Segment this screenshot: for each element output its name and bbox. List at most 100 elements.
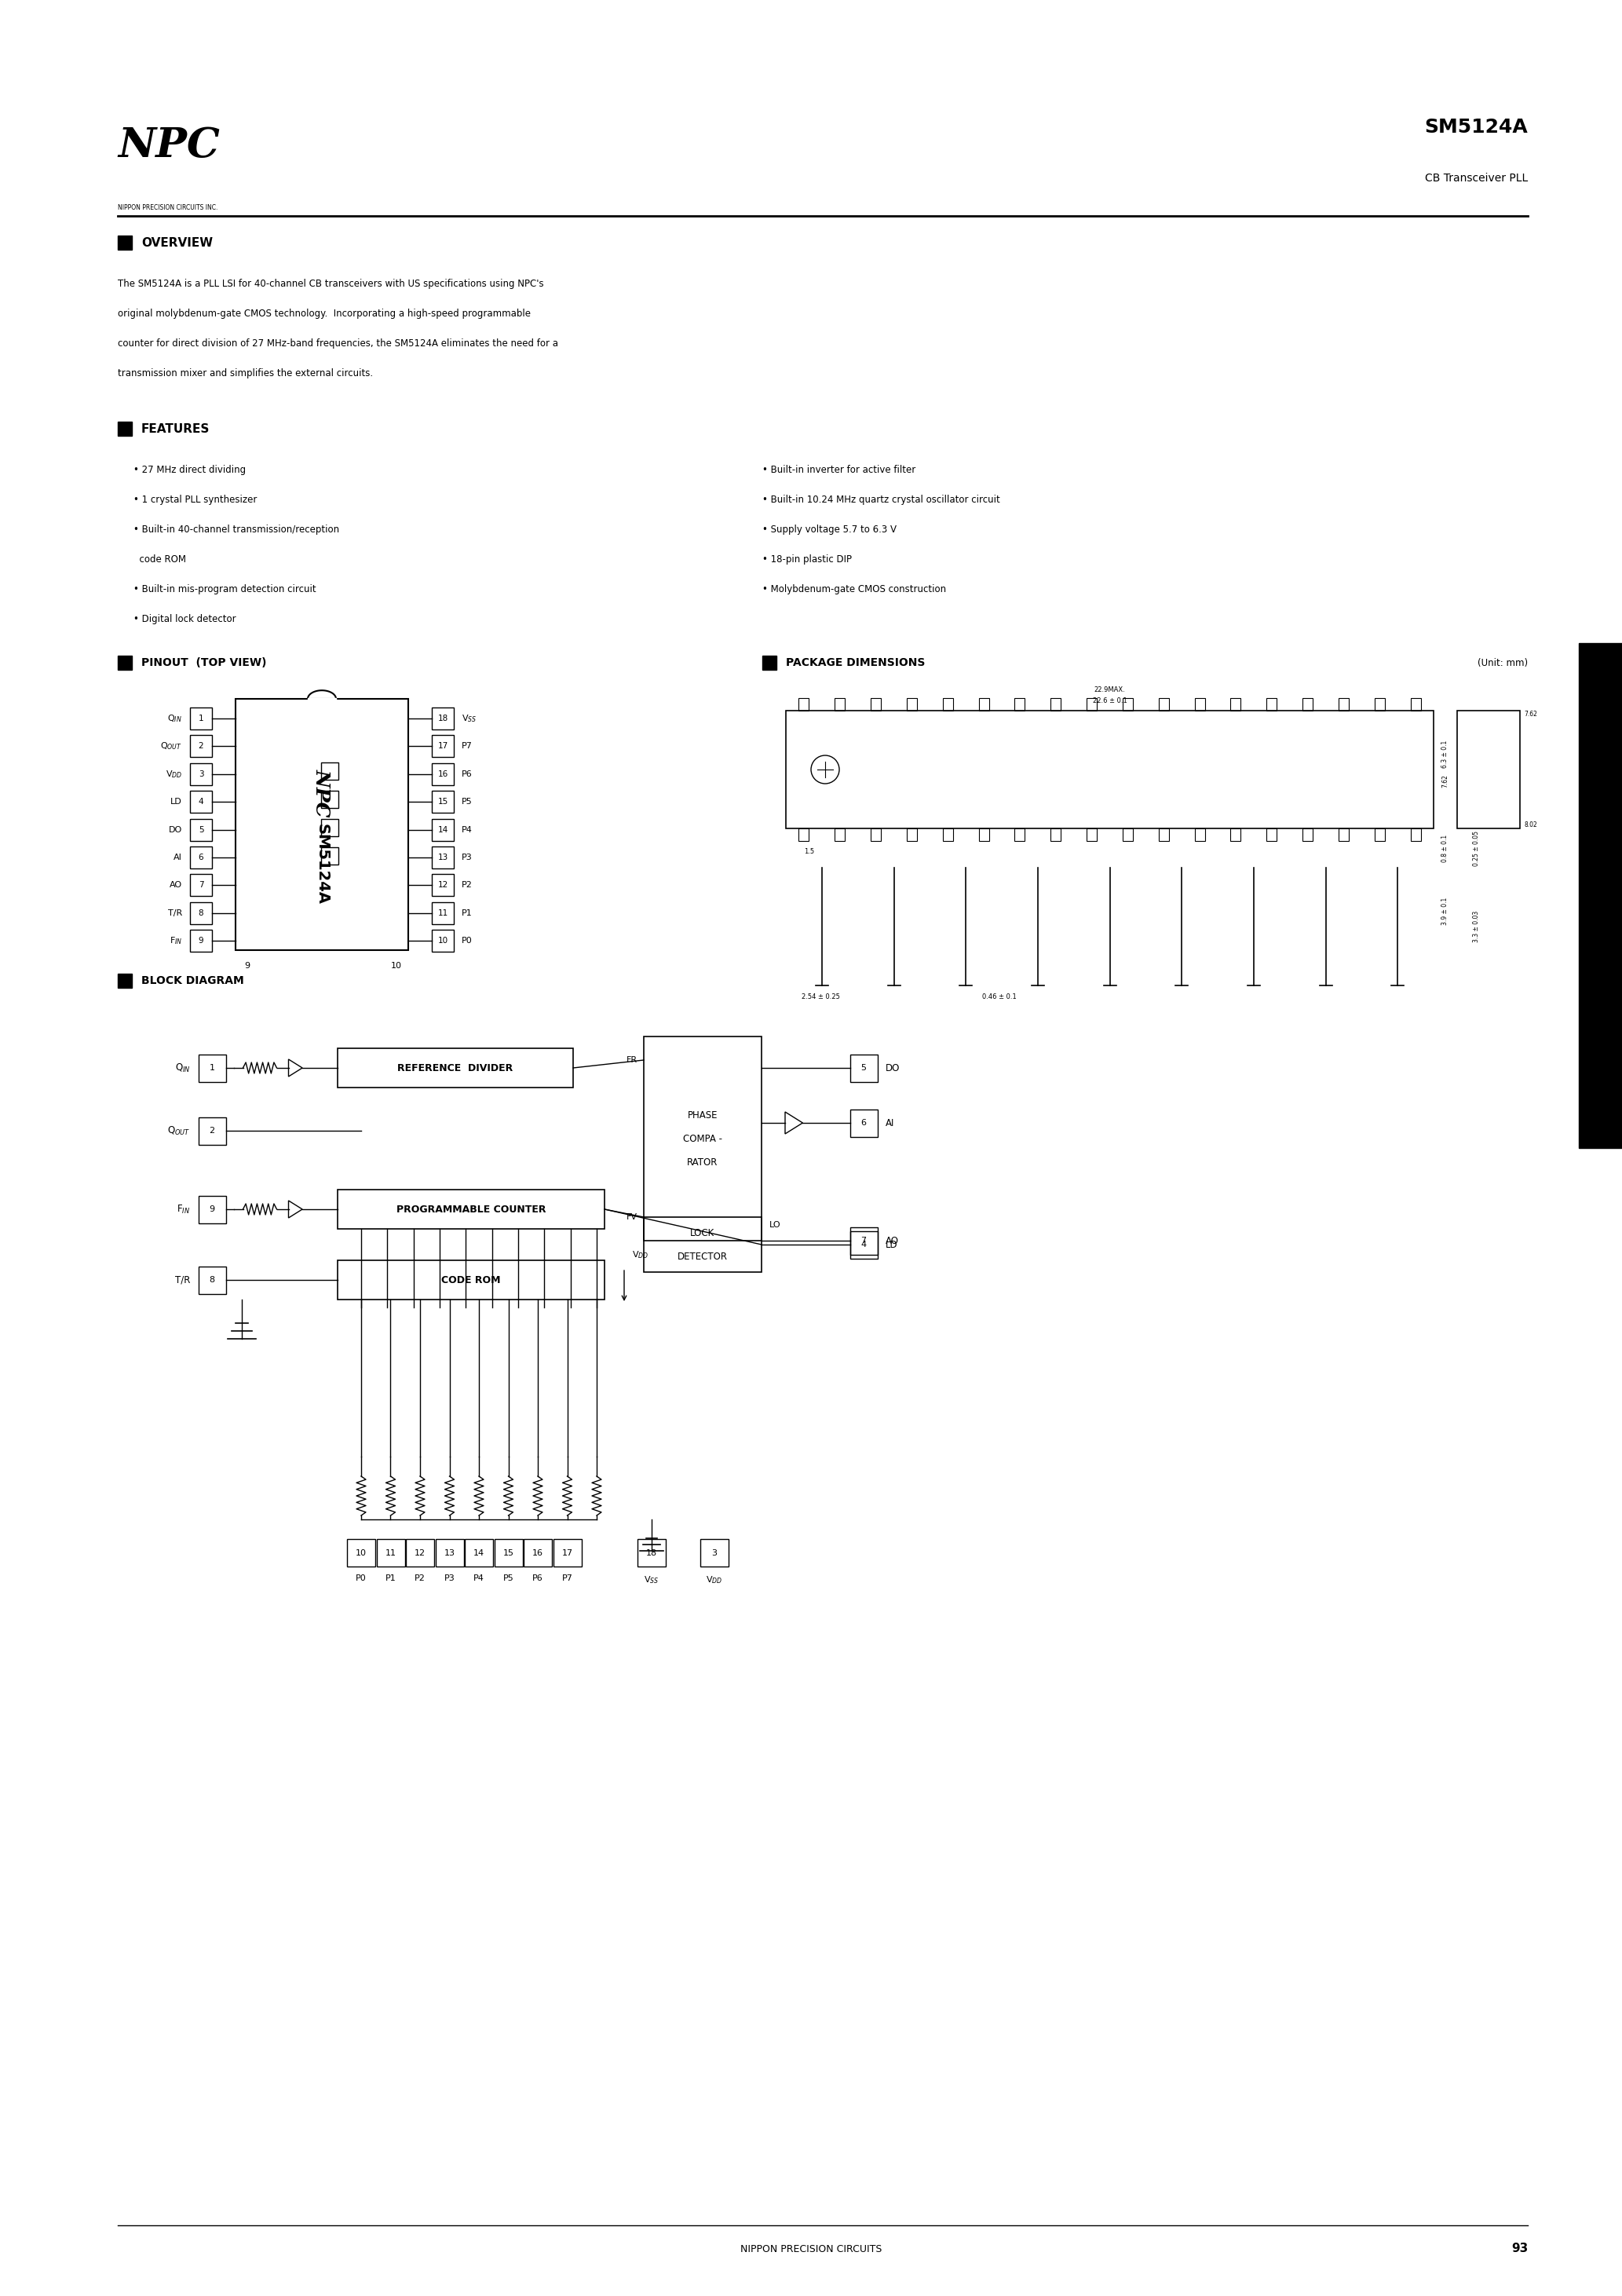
- Bar: [1302, 829, 1312, 840]
- Bar: [942, 829, 952, 840]
- Bar: [190, 790, 212, 813]
- Bar: [376, 1538, 406, 1566]
- Text: 17: 17: [561, 1550, 573, 1557]
- Text: P2: P2: [415, 1575, 425, 1582]
- Text: NPC: NPC: [118, 126, 219, 165]
- Bar: [118, 236, 131, 250]
- Text: 3.3 ± 0.03: 3.3 ± 0.03: [1473, 912, 1479, 941]
- Text: AI: AI: [174, 854, 182, 861]
- Bar: [1051, 698, 1061, 712]
- Text: PHASE: PHASE: [688, 1109, 719, 1120]
- Text: 8: 8: [198, 909, 204, 916]
- Text: 10: 10: [391, 962, 402, 969]
- Bar: [1015, 698, 1025, 712]
- Text: P6: P6: [532, 1575, 543, 1582]
- Text: 93: 93: [1512, 2243, 1528, 2255]
- Text: 1.5: 1.5: [805, 847, 814, 854]
- Bar: [1374, 829, 1385, 840]
- Bar: [1087, 829, 1096, 840]
- Bar: [198, 1116, 225, 1143]
- Text: P0: P0: [355, 1575, 367, 1582]
- Text: 11: 11: [384, 1550, 396, 1557]
- Bar: [850, 1054, 878, 1081]
- Bar: [1194, 698, 1205, 712]
- Text: 13: 13: [438, 854, 448, 861]
- Bar: [1411, 829, 1421, 840]
- Text: P4: P4: [462, 827, 472, 833]
- Text: 13: 13: [444, 1550, 454, 1557]
- Text: OVERVIEW: OVERVIEW: [141, 236, 212, 248]
- Bar: [190, 875, 212, 895]
- Text: P1: P1: [384, 1575, 396, 1582]
- Text: V$_{DD}$: V$_{DD}$: [706, 1575, 723, 1584]
- Text: FR: FR: [626, 1056, 637, 1063]
- Bar: [1457, 712, 1520, 829]
- Text: 4: 4: [198, 799, 204, 806]
- Bar: [835, 829, 845, 840]
- Text: NIPPON PRECISION CIRCUITS INC.: NIPPON PRECISION CIRCUITS INC.: [118, 204, 217, 211]
- Bar: [118, 422, 131, 436]
- Bar: [431, 820, 454, 840]
- Bar: [431, 930, 454, 953]
- Bar: [1411, 698, 1421, 712]
- Text: LD: LD: [886, 1240, 897, 1249]
- Bar: [190, 902, 212, 923]
- Text: 10: 10: [438, 937, 448, 944]
- Text: 5: 5: [861, 1063, 866, 1072]
- Bar: [637, 1538, 665, 1566]
- Text: 7: 7: [861, 1238, 866, 1244]
- Bar: [321, 762, 339, 781]
- Text: T/R: T/R: [175, 1274, 190, 1286]
- Text: V$_{DD}$: V$_{DD}$: [165, 769, 182, 778]
- Text: P2: P2: [462, 882, 472, 889]
- Text: (Unit: mm): (Unit: mm): [1478, 657, 1528, 668]
- Text: DETECTOR: DETECTOR: [678, 1251, 728, 1261]
- Bar: [431, 875, 454, 895]
- Text: 2: 2: [209, 1127, 214, 1134]
- Text: 7.62: 7.62: [1523, 712, 1538, 719]
- Text: AO: AO: [886, 1235, 899, 1247]
- Bar: [1338, 829, 1350, 840]
- Text: AI: AI: [886, 1118, 894, 1127]
- Bar: [190, 762, 212, 785]
- Bar: [1158, 829, 1169, 840]
- Bar: [190, 930, 212, 953]
- Text: AO: AO: [169, 882, 182, 889]
- Text: 12: 12: [415, 1550, 425, 1557]
- Bar: [978, 698, 989, 712]
- Text: REFERENCE  DIVIDER: REFERENCE DIVIDER: [397, 1063, 513, 1072]
- Bar: [1267, 698, 1277, 712]
- Text: • Supply voltage 5.7 to 6.3 V: • Supply voltage 5.7 to 6.3 V: [762, 523, 897, 535]
- Text: • Built-in inverter for active filter: • Built-in inverter for active filter: [762, 464, 916, 475]
- Bar: [431, 735, 454, 758]
- Bar: [337, 1189, 605, 1228]
- Text: 8.02: 8.02: [1523, 822, 1538, 829]
- Text: CODE ROM: CODE ROM: [441, 1274, 501, 1286]
- Text: V$_{DD}$: V$_{DD}$: [633, 1249, 649, 1261]
- Text: P5: P5: [503, 1575, 514, 1582]
- Bar: [850, 1226, 878, 1254]
- Bar: [787, 712, 1434, 829]
- Bar: [466, 1538, 493, 1566]
- Bar: [644, 1035, 762, 1240]
- Text: DO: DO: [169, 827, 182, 833]
- Text: V$_{SS}$: V$_{SS}$: [644, 1575, 659, 1584]
- Text: 6: 6: [198, 854, 204, 861]
- Bar: [942, 698, 952, 712]
- Bar: [321, 820, 339, 836]
- Text: 3: 3: [712, 1550, 717, 1557]
- Text: V$_{SS}$: V$_{SS}$: [462, 714, 477, 723]
- Bar: [1267, 829, 1277, 840]
- Text: RATOR: RATOR: [688, 1157, 719, 1166]
- Text: 16: 16: [532, 1550, 543, 1557]
- Text: 11: 11: [438, 909, 448, 916]
- Text: FEATURES: FEATURES: [141, 422, 209, 434]
- Bar: [1302, 698, 1312, 712]
- Bar: [1194, 829, 1205, 840]
- Bar: [431, 847, 454, 868]
- Text: 2.54 ± 0.25: 2.54 ± 0.25: [801, 994, 840, 1001]
- Bar: [431, 790, 454, 813]
- Bar: [850, 1109, 878, 1137]
- Bar: [1087, 698, 1096, 712]
- Text: NIPPON PRECISION CIRCUITS: NIPPON PRECISION CIRCUITS: [740, 2243, 882, 2255]
